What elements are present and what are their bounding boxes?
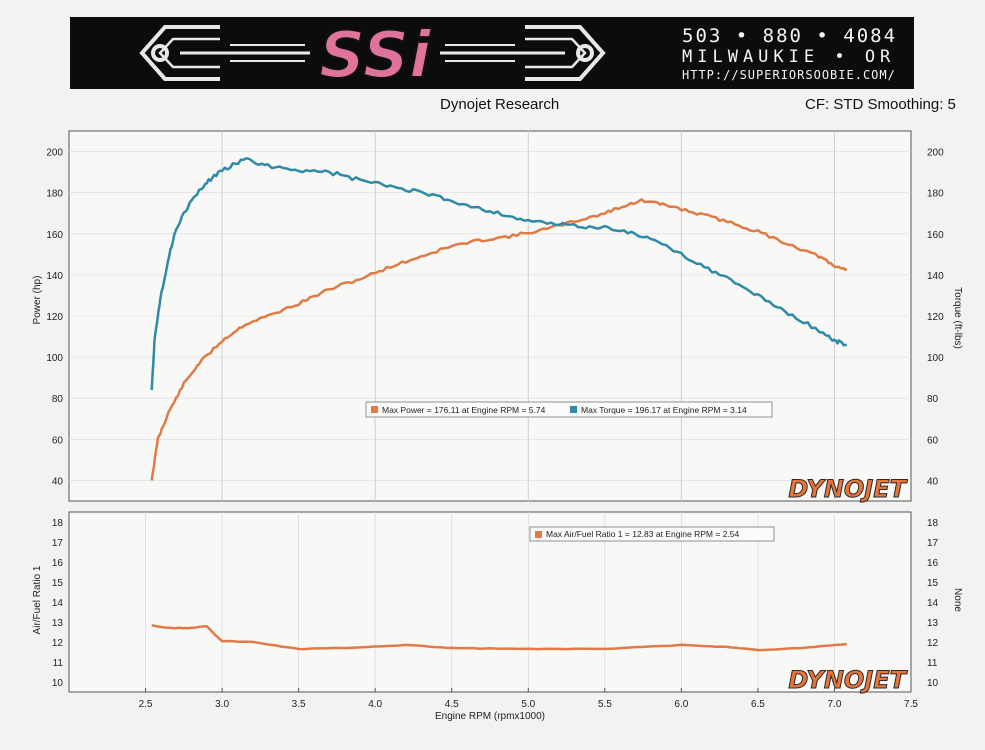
power-tick-label: 120 [46,312,63,323]
torque-tick-label: 100 [927,353,944,364]
afr-series-line [151,624,847,652]
afr-legend-box [529,526,775,542]
rpm-axis-ticks: 2.5 3.0 3.5 4.0 4.5 5.0 5.5 6.0 6.5 7.0 7.5 [139,688,918,710]
torque-tick-label: 200 [927,148,944,159]
afr-tick-label: 10 [52,678,64,689]
dynojet-mark-bottom: DYNOJET [788,666,907,694]
rpm-axis-label: Engine RPM (rpmx1000) [435,711,545,722]
power-chart-grid [69,131,911,501]
afr-chart-grid [145,512,835,692]
afr-right-tick-label: 10 [927,678,939,689]
afr-right-tick-label: 18 [927,518,939,529]
power-tick-label: 160 [46,230,63,241]
afr-right-tick-label: 13 [927,618,939,629]
afr-legend-swatch [535,531,542,538]
phone-number: 503 • 880 • 4084 [682,25,898,47]
afr-right-tick-label: 11 [927,658,938,669]
afr-right-tick-label: 14 [927,598,939,609]
afr-tick-label: 18 [52,518,64,529]
rpm-tick-label: 4.5 [445,699,459,710]
torque-tick-label: 80 [927,394,939,405]
logo-right-bracket-icon [440,25,606,81]
torque-tick-label: 160 [927,230,944,241]
rpm-tick-label: 3.0 [215,699,229,710]
afr-right-tick-label: 16 [927,558,939,569]
afr-right-tick-label: 17 [927,538,939,549]
power-tick-label: 80 [52,394,64,405]
power-tick-label: 40 [52,476,64,487]
torque-series-line [150,157,847,391]
afr-right-tick-label: 12 [927,638,939,649]
correction-settings: CF: STD Smoothing: 5 [805,96,956,113]
rpm-tick-label: 2.5 [139,699,153,710]
torque-legend-label: Max Torque = 196.17 at Engine RPM = 3.14 [581,405,747,415]
power-tick-label: 140 [46,271,63,282]
power-chart-legend: Max Power = 176.11 at Engine RPM = 5.74 … [365,401,773,418]
location: MILWAUKIE • OR [682,47,896,67]
power-axis-ticks: 40 60 80 100 120 140 160 180 200 [46,148,63,488]
power-tick-label: 60 [52,435,64,446]
afr-right-axis-label: None [952,588,963,612]
rpm-tick-label: 5.5 [598,699,612,710]
power-series-line [150,198,848,481]
afr-tick-label: 14 [52,598,64,609]
torque-legend-swatch [570,406,577,413]
afr-legend-label: Max Air/Fuel Ratio 1 = 12.83 at Engine R… [546,529,740,539]
torque-axis-label: Torque (ft-lbs) [952,287,963,349]
torque-tick-label: 40 [927,476,939,487]
afr-right-axis-ticks: 10 11 12 13 14 15 16 17 18 [927,518,939,689]
power-tick-label: 200 [46,148,63,159]
logo-text: SSi [319,19,432,89]
power-tick-label: 180 [46,189,63,200]
ssi-logo: SSi [139,18,606,89]
rpm-tick-label: 3.5 [292,699,306,710]
afr-tick-label: 13 [52,618,64,629]
afr-chart-frame [68,511,912,693]
afr-tick-label: 16 [52,558,64,569]
power-axis-label: Power (hp) [32,276,43,325]
torque-tick-label: 180 [927,189,944,200]
torque-axis-ticks: 40 60 80 100 120 140 160 180 200 [927,148,944,488]
afr-tick-label: 12 [52,638,64,649]
report-source: Dynojet Research [440,96,560,113]
afr-tick-label: 11 [53,658,64,669]
rpm-tick-label: 5.0 [521,699,535,710]
logo-left-bracket-icon [139,25,310,81]
afr-axis-label: Air/Fuel Ratio 1 [32,565,43,634]
torque-tick-label: 120 [927,312,944,323]
afr-tick-label: 17 [52,538,64,549]
legend-box [365,401,773,418]
afr-tick-label: 15 [52,578,64,589]
rpm-tick-label: 6.0 [674,699,688,710]
dynojet-mark-top: DYNOJET [788,475,907,503]
power-legend-swatch [371,406,378,413]
afr-axis-ticks: 10 11 12 13 14 15 16 17 18 [52,518,64,689]
rpm-tick-label: 7.5 [904,699,918,710]
power-tick-label: 100 [46,353,63,364]
power-legend-label: Max Power = 176.11 at Engine RPM = 5.74 [382,405,546,415]
rpm-tick-label: 6.5 [751,699,765,710]
website-url: HTTP://SUPERIORSOOBIE.COM/ [682,68,896,82]
rpm-tick-label: 4.0 [368,699,382,710]
afr-chart-legend: Max Air/Fuel Ratio 1 = 12.83 at Engine R… [529,526,775,542]
rpm-tick-label: 7.0 [828,699,842,710]
torque-tick-label: 60 [927,435,939,446]
afr-right-tick-label: 15 [927,578,939,589]
shop-banner: SSi 503 • 880 • 4084 MILWAUKIE • OR HTTP… [70,17,914,89]
contact-block: 503 • 880 • 4084 MILWAUKIE • OR HTTP://S… [682,25,914,83]
torque-tick-label: 140 [927,271,944,282]
